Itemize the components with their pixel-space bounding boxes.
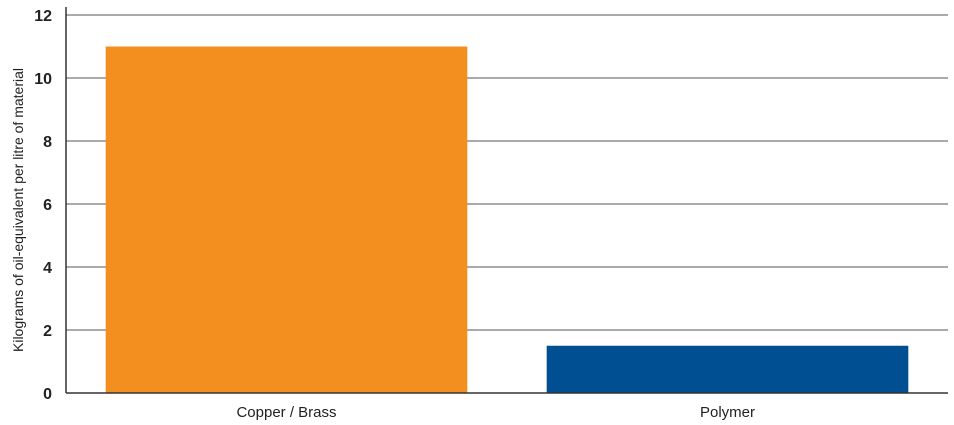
y-tick-label: 6: [43, 197, 52, 214]
y-tick-label: 12: [34, 8, 52, 25]
y-tick-label: 8: [43, 134, 52, 151]
bar-polymer: [546, 345, 909, 393]
y-tick-label: 4: [43, 260, 52, 277]
x-tick-label: Polymer: [700, 404, 755, 421]
y-tick-label: 2: [43, 323, 52, 340]
y-tick-labels: 0 2 4 6 8 10 12: [34, 8, 52, 403]
x-tick-label: Copper / Brass: [236, 404, 336, 421]
x-tick-labels: Copper / Brass Polymer: [236, 404, 755, 421]
y-tick-label: 0: [43, 386, 52, 403]
bar-copper-brass: [105, 46, 468, 393]
y-tick-label: 10: [34, 71, 52, 88]
bars: [105, 46, 909, 393]
